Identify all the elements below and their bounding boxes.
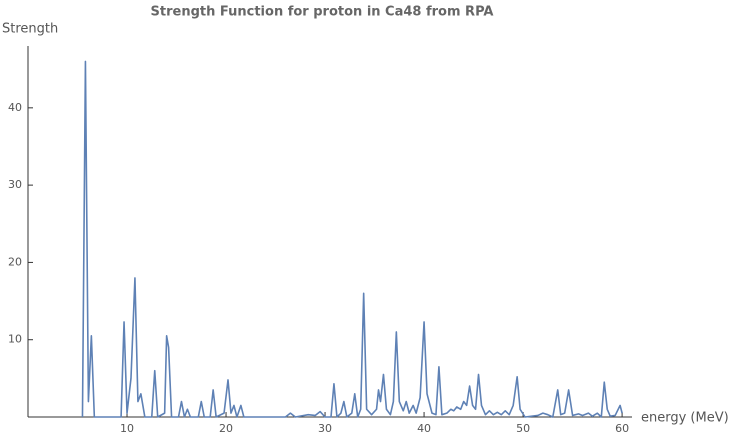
y-axis-label: Strength [2, 22, 58, 37]
x-tick-label: 30 [318, 422, 332, 435]
x-tick-label: 50 [516, 422, 530, 435]
x-tick-label: 40 [417, 422, 431, 435]
x-tick-label: 60 [615, 422, 629, 435]
x-tick-label: 20 [219, 422, 233, 435]
x-axis-label: energy (MeV) [641, 411, 729, 426]
y-tick-label: 20 [8, 255, 22, 268]
y-tick-label: 30 [8, 178, 22, 191]
y-tick-label: 10 [8, 333, 22, 346]
data-line [81, 60, 623, 418]
chart-title: Strength Function for proton in Ca48 fro… [151, 5, 494, 20]
x-tick-label: 10 [120, 422, 134, 435]
y-tick-label: 40 [8, 101, 22, 114]
